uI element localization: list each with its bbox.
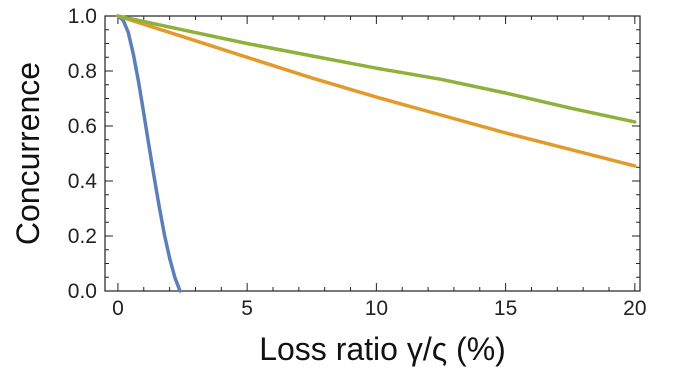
y-axis-title: Concurrence <box>10 62 46 245</box>
series-line-1 <box>116 14 182 293</box>
x-tick-label: 10 <box>365 297 388 320</box>
x-tick-label: 0 <box>112 297 124 320</box>
x-tick-label: 5 <box>241 297 253 320</box>
plot-frame <box>104 15 641 292</box>
y-tick-label: 0.0 <box>68 280 97 303</box>
series-line-3 <box>116 14 637 124</box>
y-tick-label: 0.6 <box>68 115 97 138</box>
series-line-2 <box>116 14 637 168</box>
y-tick-label: 0.2 <box>68 225 97 248</box>
axis-tick-labels: 0 5 10 15 20 0.0 0.2 0.4 0.6 0.8 1.0 <box>68 5 647 320</box>
y-tick-label: 0.4 <box>68 170 98 193</box>
y-tick-label: 1.0 <box>68 5 97 28</box>
series-layer <box>116 14 637 293</box>
x-tick-label: 15 <box>494 297 517 320</box>
y-tick-label: 0.8 <box>68 60 97 83</box>
x-axis-title: Loss ratio γ/ς (%) <box>259 331 506 367</box>
axis-ticks <box>105 15 640 292</box>
x-tick-label: 20 <box>623 297 646 320</box>
